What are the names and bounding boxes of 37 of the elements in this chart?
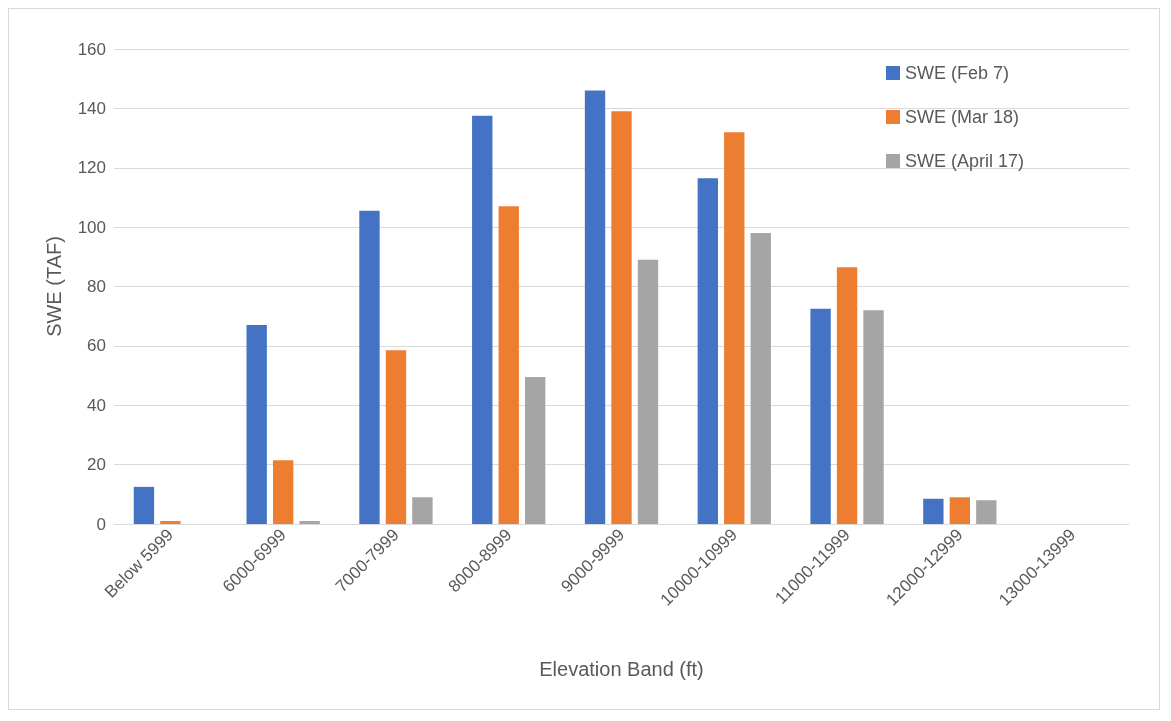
bar <box>160 521 181 524</box>
bar <box>836 267 858 524</box>
bar <box>923 498 944 524</box>
y-tick-label: 20 <box>87 455 106 475</box>
bar <box>724 132 745 524</box>
y-tick-label: 100 <box>77 217 106 237</box>
bar <box>525 377 546 524</box>
bar <box>498 206 519 524</box>
legend-label: SWE (Feb 7) <box>904 63 1010 83</box>
bar <box>272 460 294 524</box>
y-tick-label: 160 <box>77 39 106 59</box>
bar <box>584 90 606 524</box>
bar <box>611 111 632 524</box>
bar <box>385 350 407 524</box>
bar <box>863 310 884 524</box>
y-tick-label: 120 <box>77 158 106 178</box>
y-axis-title: SWE (TAF) <box>43 236 65 337</box>
x-axis-title: Elevation Band (ft) <box>539 658 704 680</box>
bar <box>412 497 433 524</box>
bar <box>976 500 997 524</box>
bar <box>359 210 380 524</box>
bar <box>133 486 155 524</box>
bar <box>750 233 771 524</box>
bar <box>299 521 320 524</box>
bar <box>697 178 718 524</box>
legend-label: SWE (April 17) <box>904 151 1025 171</box>
y-tick-label: 140 <box>77 98 106 118</box>
legend-label: SWE (Mar 18) <box>904 107 1019 127</box>
bar <box>472 115 493 524</box>
bar <box>246 325 267 524</box>
y-tick-label: 60 <box>87 336 106 356</box>
bar <box>637 259 659 524</box>
bar <box>949 497 971 524</box>
y-tick-label: 80 <box>87 277 106 296</box>
y-tick-label: 0 <box>96 514 106 534</box>
bar <box>810 308 831 524</box>
y-tick-label: 40 <box>87 395 106 415</box>
